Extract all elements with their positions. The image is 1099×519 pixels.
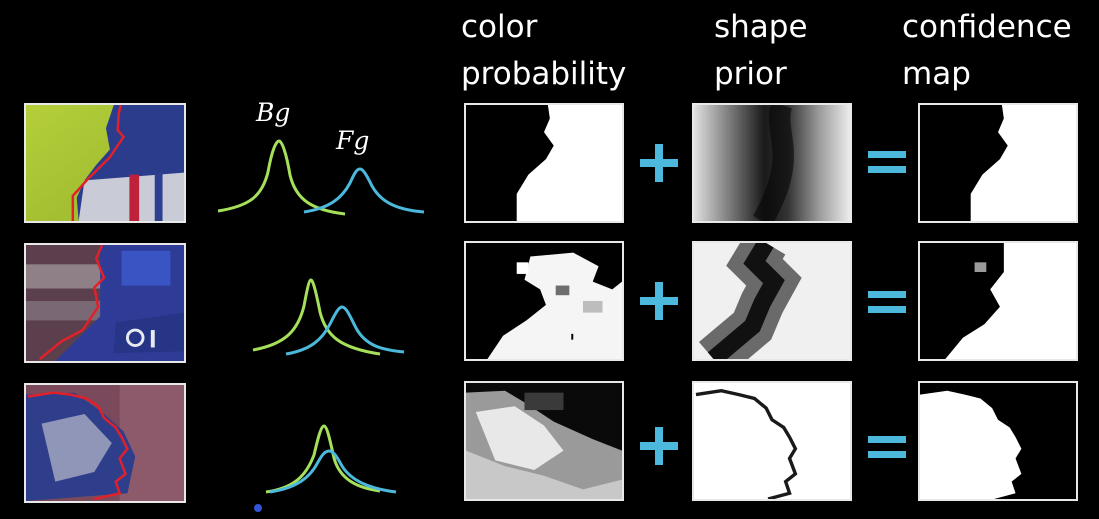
header-color-line1: color bbox=[461, 9, 538, 45]
color-probability-row-2 bbox=[464, 241, 624, 361]
plus-operator-row-3 bbox=[640, 427, 678, 465]
gaussian-curves bbox=[217, 139, 425, 512]
fg-curve-row-1 bbox=[303, 167, 425, 214]
bg-curve-row-3 bbox=[265, 424, 381, 494]
equals-operator-row-3 bbox=[868, 436, 906, 458]
color-probability-row-1 bbox=[464, 103, 624, 223]
plus-operator-row-1 bbox=[640, 144, 678, 182]
pointer-dot bbox=[254, 504, 262, 512]
header-confidence-map: confidence map bbox=[902, 4, 1072, 98]
equals-operator-row-2 bbox=[868, 291, 906, 313]
plus-operator-row-2 bbox=[640, 282, 678, 320]
fg-label: Fg bbox=[336, 126, 370, 155]
confidence-map-row-1 bbox=[918, 103, 1078, 223]
confidence-map-row-2 bbox=[918, 241, 1078, 361]
bg-label: Bg bbox=[256, 98, 291, 127]
thumbnail-row-2 bbox=[24, 243, 186, 363]
header-color-probability: color probability bbox=[461, 4, 626, 98]
header-shape-line1: shape bbox=[714, 9, 808, 45]
header-shape-line2: prior bbox=[714, 56, 787, 92]
equals-operator-row-1 bbox=[868, 151, 906, 173]
fg-curve-row-2 bbox=[285, 305, 405, 356]
bg-curve-row-2 bbox=[252, 278, 381, 356]
header-confidence-line2: map bbox=[902, 56, 971, 92]
bg-curve-row-1 bbox=[217, 139, 346, 216]
shape-prior-row-1 bbox=[692, 103, 852, 223]
color-probability-row-3 bbox=[464, 381, 624, 501]
fg-curve-row-3 bbox=[269, 449, 397, 494]
thumbnail-row-3 bbox=[24, 383, 186, 503]
header-color-line2: probability bbox=[461, 56, 627, 92]
thumbnail-row-1 bbox=[24, 103, 186, 223]
shape-prior-row-3 bbox=[692, 381, 852, 501]
shape-prior-row-2 bbox=[692, 241, 852, 361]
header-confidence-line1: confidence bbox=[902, 9, 1072, 45]
confidence-map-row-3 bbox=[918, 381, 1078, 501]
header-shape-prior: shape prior bbox=[714, 4, 808, 98]
